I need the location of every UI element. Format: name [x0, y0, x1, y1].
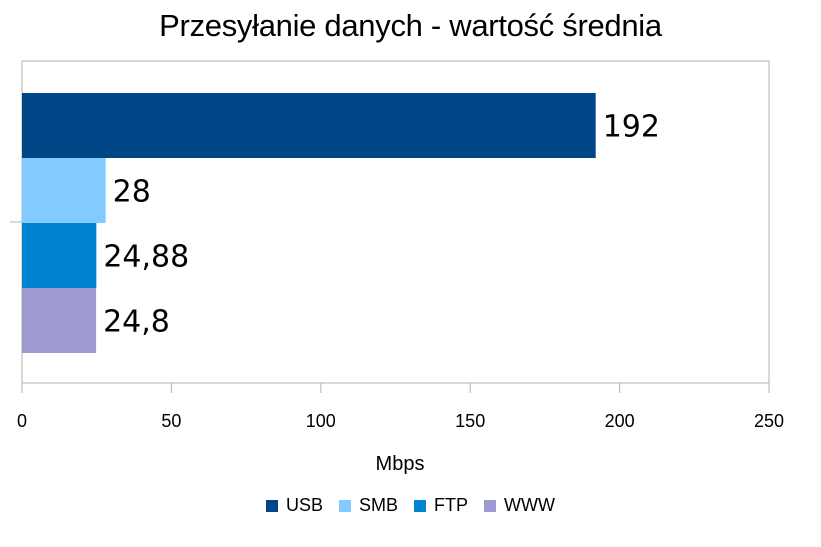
legend-label: WWW — [504, 495, 555, 515]
legend-item-smb: SMB — [339, 495, 398, 516]
bar-ftp — [22, 223, 97, 288]
legend-item-ftp: FTP — [414, 495, 468, 516]
legend-swatch — [266, 499, 278, 512]
x-axis-label: Mbps — [376, 453, 425, 475]
x-tick-label: 0 — [17, 411, 27, 431]
x-tick-label: 100 — [306, 411, 336, 431]
legend: USB SMB FTP WWW — [0, 495, 821, 516]
x-tick-label: 200 — [605, 411, 635, 431]
chart-title: Przesyłanie danych - wartość średnia — [159, 8, 662, 43]
legend-swatch — [484, 499, 497, 512]
legend-label: FTP — [434, 495, 469, 515]
legend-swatch — [339, 499, 352, 512]
legend-swatch — [414, 499, 427, 512]
data-label-ftp: 24,88 — [103, 240, 189, 275]
data-label-usb: 192 — [603, 110, 660, 145]
x-tick-label: 250 — [754, 411, 784, 431]
x-tick-label: 150 — [455, 411, 485, 431]
data-label-smb: 28 — [113, 175, 151, 210]
bar-usb — [22, 93, 596, 158]
x-tick-label: 50 — [161, 411, 181, 431]
legend-item-usb: USB — [266, 495, 323, 516]
legend-label: USB — [286, 495, 324, 515]
data-label-www: 24,8 — [103, 305, 170, 340]
legend-item-www: WWW — [484, 495, 555, 516]
legend-label: SMB — [359, 495, 399, 515]
bar-smb — [22, 158, 106, 223]
bar-www — [22, 288, 97, 353]
